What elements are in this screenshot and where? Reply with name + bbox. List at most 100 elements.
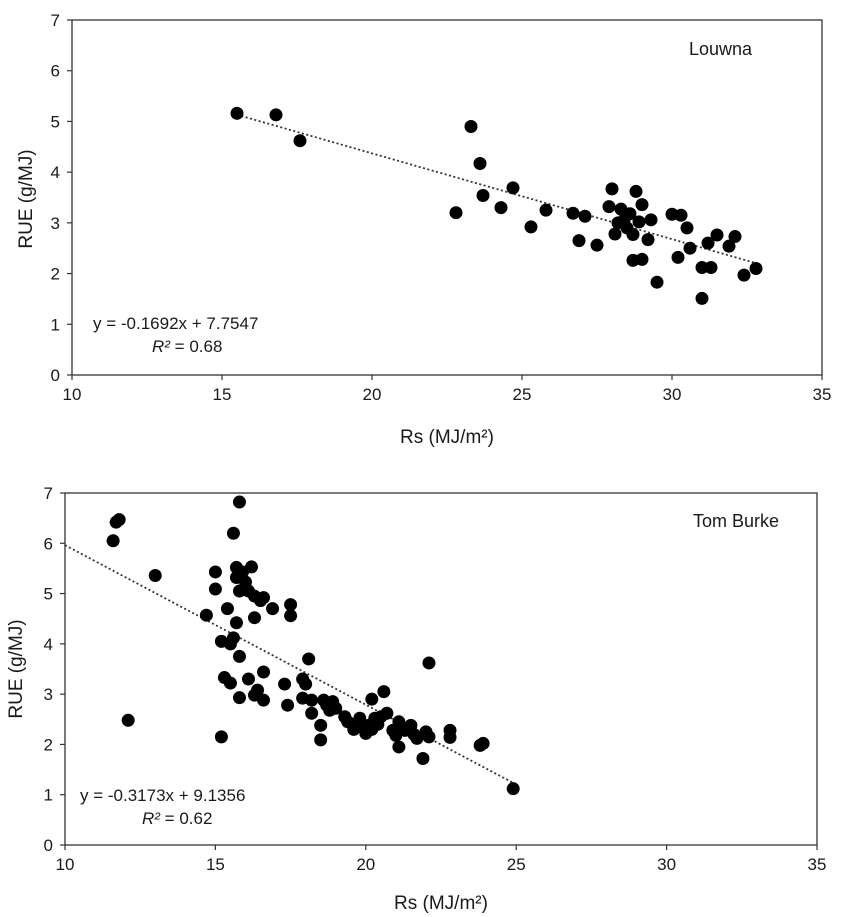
louwna-data-point xyxy=(626,228,640,242)
louwna-y-tick-label: 1 xyxy=(51,315,60,334)
tom-burke-r-squared-symbol: R² xyxy=(142,809,161,828)
tom-burke-trendline xyxy=(64,544,514,784)
louwna-data-point xyxy=(539,203,553,217)
tom-burke-data-point xyxy=(377,685,391,699)
louwna-data-point xyxy=(629,184,643,198)
louwna-data-point xyxy=(608,227,622,241)
tom-burke-data-point xyxy=(244,560,258,574)
tom-burke-data-point xyxy=(305,706,319,720)
tom-burke-y-tick-labels: 0 1 2 3 4 5 6 7 xyxy=(44,484,53,855)
tom-burke-data-point xyxy=(229,616,243,630)
tom-burke-data-point xyxy=(422,730,436,744)
louwna-chart-panel: 0 1 2 3 4 5 6 7 10 15 20 25 30 35 Louwna y = -0.1692… xyxy=(16,11,831,448)
tom-burke-r-squared: R² = 0.62 xyxy=(142,809,212,828)
tom-burke-x-tick-labels: 10 15 20 25 30 35 xyxy=(56,855,827,874)
tom-burke-x-tick-label: 35 xyxy=(808,855,827,874)
tom-burke-data-point xyxy=(232,495,246,509)
tom-burke-data-point xyxy=(208,582,222,596)
tom-burke-x-tick-label: 20 xyxy=(356,855,375,874)
tom-burke-data-point xyxy=(314,733,328,747)
tom-burke-chart-panel: 0 1 2 3 4 5 6 7 10 15 20 25 30 35 Tom Burke y = -0.3… xyxy=(6,484,826,914)
louwna-data-point xyxy=(644,213,658,227)
louwna-y-tick-label: 0 xyxy=(51,366,60,385)
louwna-data-point xyxy=(632,215,646,229)
louwna-data-point xyxy=(230,106,244,120)
tom-burke-data-point xyxy=(284,598,298,612)
tom-burke-data-point xyxy=(232,649,246,663)
louwna-data-point xyxy=(701,236,715,250)
louwna-r-squared: R² = 0.68 xyxy=(152,337,222,356)
louwna-data-point xyxy=(524,220,538,234)
tom-burke-data-point xyxy=(422,656,436,670)
louwna-x-tick-label: 15 xyxy=(213,385,232,404)
louwna-site-label: Louwna xyxy=(689,39,753,59)
louwna-data-point xyxy=(650,275,664,289)
louwna-r-squared-value: = 0.68 xyxy=(170,337,222,356)
tom-burke-x-tick-label: 30 xyxy=(657,855,676,874)
louwna-plot-frame xyxy=(71,19,823,376)
louwna-data-point xyxy=(269,108,283,122)
tom-burke-data-point xyxy=(314,718,328,732)
tom-burke-data-point xyxy=(302,652,316,666)
louwna-y-tick-labels: 0 1 2 3 4 5 6 7 xyxy=(51,11,60,385)
tom-burke-data-point xyxy=(248,611,262,625)
louwna-data-point xyxy=(710,228,724,242)
tom-burke-data-point xyxy=(223,676,237,690)
tom-burke-data-point xyxy=(112,513,126,527)
louwna-data-point xyxy=(476,188,490,202)
tom-burke-x-tick-label: 25 xyxy=(507,855,526,874)
tom-burke-data-point xyxy=(208,565,222,579)
louwna-x-axis-label: Rs (MJ/m²) xyxy=(400,427,494,448)
tom-burke-data-point xyxy=(121,713,135,727)
tom-burke-data-point xyxy=(365,692,379,706)
louwna-data-point xyxy=(293,134,307,148)
tom-burke-data-point xyxy=(410,731,424,745)
tom-burke-data-point xyxy=(257,693,271,707)
tom-burke-data-point xyxy=(305,693,319,707)
louwna-x-tick-label: 20 xyxy=(363,385,382,404)
louwna-x-tick-labels: 10 15 20 25 30 35 xyxy=(63,385,832,404)
tom-burke-y-tick-label: 5 xyxy=(44,585,53,604)
tom-burke-data-point xyxy=(257,591,271,605)
louwna-data-point xyxy=(635,198,649,212)
louwna-data-point xyxy=(602,200,616,214)
tom-burke-tick-marks xyxy=(60,492,818,850)
louwna-y-tick-label: 2 xyxy=(51,265,60,284)
tom-burke-data-point xyxy=(106,534,120,548)
tom-burke-y-axis-label: RUE (g/MJ) xyxy=(6,619,27,718)
louwna-x-tick-label: 25 xyxy=(513,385,532,404)
louwna-data-point xyxy=(572,234,586,248)
louwna-data-point xyxy=(623,207,637,221)
louwna-data-point xyxy=(749,262,763,275)
tom-burke-data-point xyxy=(506,782,520,796)
louwna-data-point xyxy=(506,181,520,195)
louwna-tick-marks xyxy=(67,19,823,380)
tom-burke-data-point xyxy=(266,602,280,616)
tom-burke-data-point xyxy=(220,602,234,616)
tom-burke-y-tick-label: 7 xyxy=(44,484,53,503)
tom-burke-data-point xyxy=(226,526,240,540)
louwna-data-point xyxy=(722,239,736,253)
tom-burke-data-point xyxy=(443,730,457,744)
tom-burke-regression-equation: y = -0.3173x + 9.1356 xyxy=(80,786,245,805)
tom-burke-data-point xyxy=(416,752,430,766)
tom-burke-data-point xyxy=(257,665,271,679)
tom-burke-x-tick-label: 15 xyxy=(206,855,225,874)
louwna-x-tick-label: 10 xyxy=(63,385,82,404)
tom-burke-data-point xyxy=(278,677,292,691)
louwna-y-tick-label: 7 xyxy=(51,11,60,30)
tom-burke-data-point xyxy=(281,698,295,712)
louwna-data-point xyxy=(635,252,649,266)
louwna-x-tick-label: 30 xyxy=(663,385,682,404)
louwna-data-point xyxy=(578,209,592,223)
louwna-y-tick-label: 4 xyxy=(51,163,60,182)
louwna-y-tick-label: 6 xyxy=(51,62,60,81)
tom-burke-r-squared-value: = 0.62 xyxy=(160,809,212,828)
louwna-data-point xyxy=(473,157,487,171)
louwna-data-point xyxy=(464,120,478,133)
tom-burke-y-tick-label: 1 xyxy=(44,786,53,805)
louwna-data-point xyxy=(728,230,742,244)
tom-burke-x-tick-label: 10 xyxy=(56,855,75,874)
louwna-data-point xyxy=(680,221,694,235)
